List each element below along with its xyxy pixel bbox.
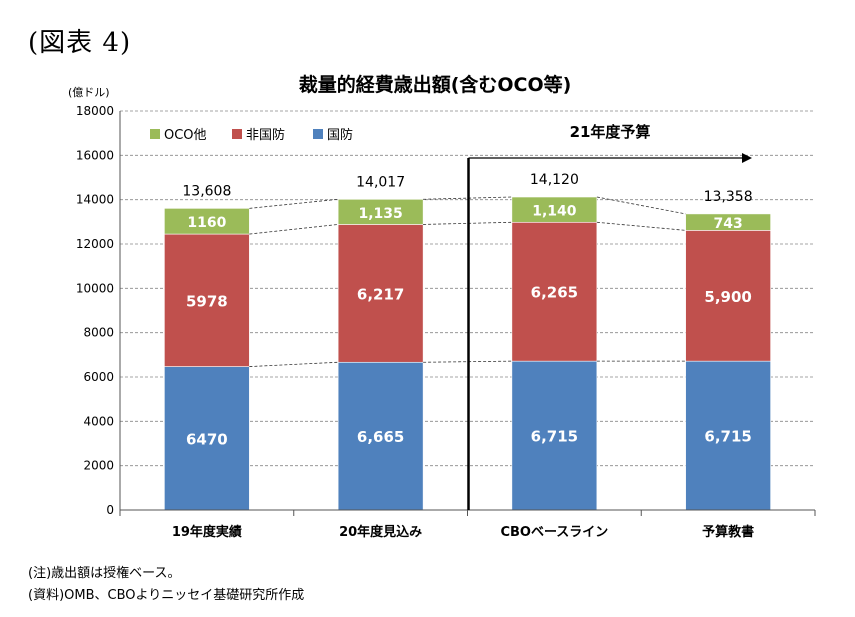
- bar-非国防: [164, 233, 250, 367]
- y-tick-label: 14000: [76, 193, 114, 207]
- annotation-label: 21年度予算: [570, 123, 651, 141]
- annotation: 21年度予算: [467, 123, 752, 510]
- chart-title: 裁量的経費歳出額(含むOCO等): [299, 73, 572, 96]
- y-tick-label: 16000: [76, 148, 114, 162]
- bars: [164, 196, 771, 511]
- y-tick-label: 4000: [83, 414, 114, 428]
- legend-swatch: [150, 129, 160, 139]
- axes: 0 2000 4000 6000 8000 10000 12000 14000 16000 180…: [76, 104, 816, 540]
- data-label: 6,715: [704, 428, 751, 446]
- legend: OCO他 非国防 国防: [150, 127, 353, 143]
- bar-非国防: [685, 230, 771, 362]
- total-label: 13,358: [704, 189, 753, 205]
- data-label: 1,140: [532, 204, 577, 220]
- data-label: 1,135: [358, 206, 402, 222]
- bar-OCO他: [511, 196, 598, 223]
- total-label: 13,608: [182, 183, 231, 199]
- legend-swatch: [313, 129, 323, 139]
- data-label: 6,265: [531, 284, 578, 302]
- bar-非国防: [337, 224, 424, 363]
- x-category-label: 予算教書: [702, 524, 754, 540]
- x-category-label: 19年度実績: [172, 524, 242, 540]
- data-label: 6,217: [357, 285, 404, 303]
- x-category-label: 20年度見込み: [339, 524, 422, 540]
- stacked-bar-chart: 裁量的経費歳出額(含むOCO等) (億ドル) 6470 5978 1160 13,60…: [68, 73, 816, 540]
- data-label: 6,665: [357, 428, 404, 446]
- x-category-label: CBOベースライン: [500, 525, 608, 540]
- y-tick-label: 6000: [83, 370, 114, 384]
- bar-非国防: [511, 221, 598, 362]
- y-tick-label: 12000: [76, 237, 114, 251]
- connector-line: [596, 196, 686, 215]
- data-label: 5,900: [704, 288, 751, 306]
- connector-line: [596, 221, 686, 231]
- data-labels: 6470 5978 1160 13,608 6,665 6,217 1,135 14,017 6…: [182, 172, 752, 448]
- arrow-head-icon: [742, 153, 752, 163]
- bar-国防: [685, 360, 771, 511]
- y-tick-label: 0: [106, 503, 114, 517]
- connector-line: [249, 198, 339, 209]
- footnote-note: (注)歳出額は授権ベース。: [28, 566, 181, 581]
- footnote-source: (資料)OMB、CBOよりニッセイ基礎研究所作成: [28, 588, 305, 603]
- data-label: 5978: [186, 292, 228, 310]
- y-tick-label: 8000: [83, 326, 114, 340]
- data-label: 743: [714, 216, 743, 232]
- unit-label: (億ドル): [68, 86, 110, 99]
- data-label: 1160: [187, 215, 226, 231]
- y-tick-label: 2000: [83, 459, 114, 473]
- data-label: 6470: [186, 430, 228, 448]
- figure-label: (図表 4): [28, 28, 132, 58]
- total-label: 14,120: [530, 172, 579, 188]
- bar-国防: [164, 366, 250, 511]
- connector-line: [249, 361, 339, 367]
- data-label: 6,715: [531, 428, 578, 446]
- total-label: 14,017: [356, 174, 405, 190]
- legend-label: 非国防: [246, 127, 285, 143]
- legend-label: 国防: [327, 127, 353, 143]
- connector-line: [249, 224, 339, 235]
- bar-OCO他: [685, 213, 771, 231]
- legend-label: OCO他: [164, 128, 207, 143]
- connector-lines: [249, 196, 686, 367]
- legend-swatch: [232, 129, 242, 139]
- y-tick-label: 10000: [76, 281, 114, 295]
- bar-OCO他: [164, 208, 250, 235]
- y-tick-label: 18000: [76, 104, 114, 118]
- bar-OCO他: [337, 198, 424, 225]
